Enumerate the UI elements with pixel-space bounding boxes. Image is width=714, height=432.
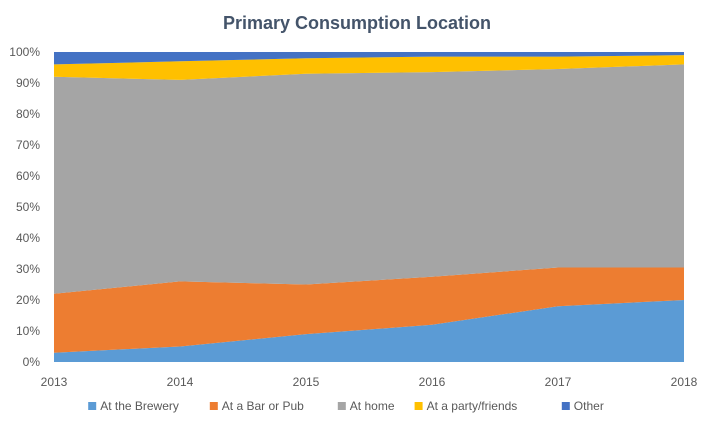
y-tick-label: 70%	[16, 138, 40, 152]
areas-group	[54, 52, 684, 362]
y-tick-label: 60%	[16, 169, 40, 183]
x-tick-label: 2014	[167, 375, 194, 389]
y-tick-label: 40%	[16, 231, 40, 245]
x-tick-label: 2016	[419, 375, 446, 389]
x-tick-label: 2017	[545, 375, 572, 389]
legend: At the Brewery At a Bar or Pub At home At a…	[88, 399, 604, 413]
area-series-at-a-party-friends	[54, 55, 684, 80]
y-tick-label: 100%	[9, 45, 40, 59]
legend-swatch	[337, 402, 346, 410]
legend-label: At home	[350, 399, 395, 413]
x-tick-label: 2013	[41, 375, 68, 389]
y-tick-label: 50%	[16, 200, 40, 214]
x-tick-label: 2015	[293, 375, 320, 389]
legend-label: At the Brewery	[100, 399, 179, 413]
legend-label: At a party/friends	[427, 399, 518, 413]
y-tick-label: 10%	[16, 324, 40, 338]
legend-swatch	[88, 402, 97, 410]
y-tick-label: 20%	[16, 293, 40, 307]
y-tick-label: 0%	[23, 355, 41, 369]
y-tick-label: 90%	[16, 76, 40, 90]
x-axis: 2013 2014 2015 2016 2017 2018	[41, 375, 698, 389]
area-series-at-home	[54, 64, 684, 294]
legend-label: At a Bar or Pub	[222, 399, 304, 413]
area-series-other	[54, 52, 684, 65]
legend-swatch	[414, 402, 423, 410]
area-series-at-the-brewery	[54, 300, 684, 362]
x-tick-label: 2018	[671, 375, 698, 389]
legend-swatch	[209, 402, 218, 410]
chart-title: Primary Consumption Location	[223, 13, 491, 33]
y-tick-label: 80%	[16, 107, 40, 121]
y-tick-label: 30%	[16, 262, 40, 276]
y-axis: 0% 10% 20% 30% 40% 50% 60% 70% 80% 90% 100%	[9, 45, 40, 369]
legend-swatch	[561, 402, 570, 410]
area-series-at-a-bar-or-pub	[54, 267, 684, 353]
legend-label: Other	[574, 399, 604, 413]
